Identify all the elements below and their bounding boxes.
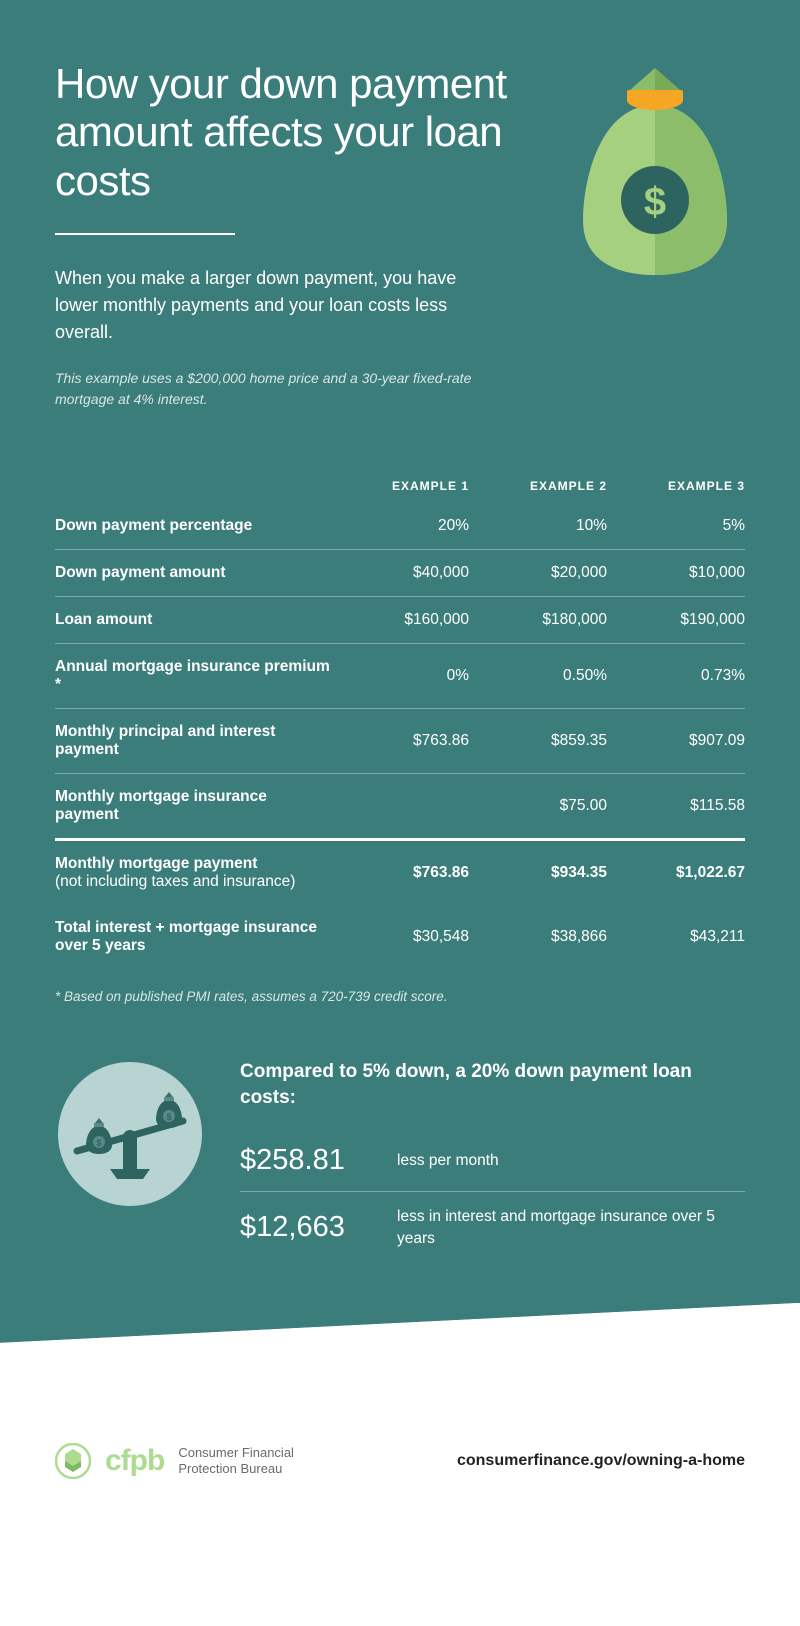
row-label: Down payment percentage (55, 503, 331, 550)
cell: $38,866 (469, 905, 607, 969)
stat-label: less per month (397, 1150, 499, 1172)
org-line1: Consumer Financial (178, 1445, 294, 1462)
row-label: Monthly principal and interest payment (55, 708, 331, 773)
table-row: Loan amount $160,000 $180,000 $190,000 (55, 596, 745, 643)
footer-wrap: cfpb Consumer Financial Protection Burea… (0, 1343, 800, 1529)
cell: $763.86 (331, 839, 469, 905)
row-label: Annual mortgage insurance premium * (55, 643, 331, 708)
stat-value: $12,663 (240, 1211, 375, 1244)
stat-value: $258.81 (240, 1144, 375, 1177)
row-label: Down payment amount (55, 549, 331, 596)
header-row: How your down payment amount affects you… (55, 60, 745, 410)
cell: $115.58 (607, 773, 745, 839)
logo-subtitle: Consumer Financial Protection Bureau (178, 1445, 294, 1479)
comparison-title: Compared to 5% down, a 20% down payment … (240, 1059, 745, 1112)
cell: $75.00 (469, 773, 607, 839)
pmi-footnote: * Based on published PMI rates, assumes … (55, 989, 745, 1004)
stat-row: $258.81 less per month (240, 1130, 745, 1191)
cell: $43,211 (607, 905, 745, 969)
comparison-table: EXAMPLE 1 EXAMPLE 2 EXAMPLE 3 Down payme… (55, 465, 745, 969)
cell: $1,022.67 (607, 839, 745, 905)
cell: $763.86 (331, 708, 469, 773)
logo-text: cfpb (105, 1444, 164, 1478)
footer: cfpb Consumer Financial Protection Burea… (55, 1443, 745, 1479)
title-divider (55, 233, 235, 235)
cfpb-logo-icon (55, 1443, 91, 1479)
example-note: This example uses a $200,000 home price … (55, 368, 495, 410)
cell: 0% (331, 643, 469, 708)
intro-text: When you make a larger down payment, you… (55, 265, 475, 346)
th-ex2: EXAMPLE 2 (469, 465, 607, 503)
balance-scale-icon: $ $ (55, 1059, 205, 1214)
org-line2: Protection Bureau (178, 1461, 294, 1478)
table-row: Monthly mortgage insurance payment $75.0… (55, 773, 745, 839)
cell (331, 773, 469, 839)
cell: $907.09 (607, 708, 745, 773)
stat-row: $12,663 less in interest and mortgage in… (240, 1191, 745, 1263)
table-row: Annual mortgage insurance premium * 0% 0… (55, 643, 745, 708)
cell: $180,000 (469, 596, 607, 643)
table-row-total: Monthly mortgage payment (not including … (55, 839, 745, 905)
footer-url: consumerfinance.gov/owning-a-home (457, 1452, 745, 1470)
cell: $190,000 (607, 596, 745, 643)
th-ex3: EXAMPLE 3 (607, 465, 745, 503)
svg-text:$: $ (644, 180, 666, 224)
comparison-block: $ $ Compared to 5% down, a 20% down paym… (55, 1059, 745, 1264)
cell: $934.35 (469, 839, 607, 905)
svg-text:$: $ (96, 1138, 101, 1148)
row-label-main: Monthly mortgage payment (55, 855, 257, 872)
cell: $859.35 (469, 708, 607, 773)
cell: $40,000 (331, 549, 469, 596)
money-bag-icon: $ (565, 60, 745, 285)
cell: 10% (469, 503, 607, 550)
cell: $30,548 (331, 905, 469, 969)
stat-label: less in interest and mortgage insurance … (397, 1206, 745, 1249)
row-label: Monthly mortgage payment (not including … (55, 839, 331, 905)
cell: $160,000 (331, 596, 469, 643)
header-text-block: How your down payment amount affects you… (55, 60, 545, 410)
table-row: Down payment percentage 20% 10% 5% (55, 503, 745, 550)
table-row: Down payment amount $40,000 $20,000 $10,… (55, 549, 745, 596)
row-label: Loan amount (55, 596, 331, 643)
th-blank (55, 465, 331, 503)
table-row: Total interest + mortgage insurance over… (55, 905, 745, 969)
cell: 0.50% (469, 643, 607, 708)
cell: $10,000 (607, 549, 745, 596)
comparison-text: Compared to 5% down, a 20% down payment … (240, 1059, 745, 1264)
cell: 5% (607, 503, 745, 550)
cell: 20% (331, 503, 469, 550)
svg-text:$: $ (166, 1112, 171, 1122)
row-label: Monthly mortgage insurance payment (55, 773, 331, 839)
cell: 0.73% (607, 643, 745, 708)
cell: $20,000 (469, 549, 607, 596)
table-row: Monthly principal and interest payment $… (55, 708, 745, 773)
logo-block: cfpb Consumer Financial Protection Burea… (55, 1443, 294, 1479)
page-title: How your down payment amount affects you… (55, 60, 545, 205)
row-label: Total interest + mortgage insurance over… (55, 905, 331, 969)
row-label-sub: (not including taxes and insurance) (55, 873, 331, 891)
main-panel: How your down payment amount affects you… (0, 0, 800, 1343)
table-header-row: EXAMPLE 1 EXAMPLE 2 EXAMPLE 3 (55, 465, 745, 503)
th-ex1: EXAMPLE 1 (331, 465, 469, 503)
